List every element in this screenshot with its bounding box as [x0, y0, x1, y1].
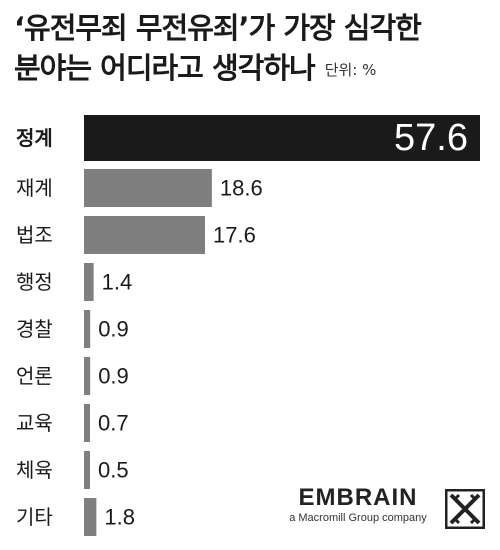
logo-tagline: a Macromill Group company [289, 512, 427, 524]
bar [84, 451, 90, 489]
value-label: 0.7 [98, 411, 129, 436]
category-label: 기타 [16, 505, 53, 529]
title-line-1: ‘유전무죄 무전유죄’가 가장 심각한 [14, 11, 422, 45]
value-label: 0.5 [98, 458, 129, 483]
bar [84, 216, 205, 254]
title-line-2-text: 분야는 어디라고 생각하나 [14, 51, 316, 85]
category-label: 언론 [16, 364, 53, 388]
value-label: 1.4 [102, 270, 133, 295]
chart-title: ‘유전무죄 무전유죄’가 가장 심각한 분야는 어디라고 생각하나 단위: % [14, 8, 422, 90]
category-label: 행정 [16, 270, 53, 294]
category-label: 교육 [16, 411, 53, 435]
bar [84, 310, 91, 348]
embrain-logo: EMBRAIN a Macromill Group company [283, 485, 433, 525]
value-label: 18.6 [220, 176, 263, 201]
category-label: 경찰 [16, 317, 53, 341]
bar [84, 115, 480, 161]
value-label: 57.6 [394, 117, 468, 159]
value-label: 17.6 [213, 223, 256, 248]
bar [84, 404, 90, 442]
bar [84, 263, 94, 301]
category-label: 재계 [16, 176, 53, 200]
logo-wordmark: EMBRAIN [298, 484, 418, 511]
category-label: 체육 [16, 458, 53, 482]
category-label: 법조 [16, 223, 53, 247]
bar [84, 169, 212, 207]
embrain-logo-mark-icon [445, 489, 485, 529]
title-line-2: 분야는 어디라고 생각하나 단위: % [14, 48, 421, 90]
category-label: 정계 [16, 126, 53, 150]
bar [84, 498, 97, 536]
unit-label: 단위: % [324, 61, 377, 79]
bar [84, 357, 91, 395]
value-label: 0.9 [98, 364, 129, 389]
value-label: 0.9 [98, 317, 129, 342]
value-label: 1.8 [104, 505, 135, 530]
